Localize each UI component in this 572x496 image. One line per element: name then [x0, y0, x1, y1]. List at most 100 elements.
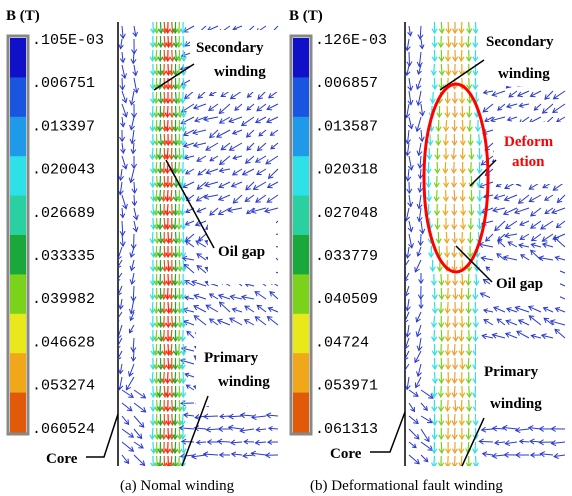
flux-vector-head — [540, 333, 547, 340]
flux-vector — [196, 181, 207, 190]
flux-vector-head — [552, 107, 558, 113]
flux-vector-head — [254, 291, 261, 297]
flux-vector-head — [241, 170, 248, 176]
flux-vector — [159, 77, 162, 90]
flux-vector — [462, 175, 464, 188]
flux-vector — [121, 415, 130, 425]
flux-vector-head — [405, 331, 411, 338]
flux-vector — [209, 293, 219, 300]
flux-vector-head — [458, 98, 466, 105]
flux-vector-head — [538, 439, 544, 446]
flux-vector — [478, 175, 481, 188]
flux-vector — [152, 203, 155, 216]
flux-vector — [182, 257, 195, 261]
flux-vector-head — [452, 56, 459, 63]
flux-vector — [266, 116, 279, 123]
flux-vector-head — [172, 280, 179, 287]
scale-tick-label: .060524 — [32, 421, 95, 438]
flux-vector-head — [193, 315, 200, 321]
flux-vector-head — [427, 140, 434, 147]
flux-vector — [496, 253, 506, 261]
flux-vector — [166, 189, 169, 202]
flux-vector-head — [444, 434, 452, 441]
flux-vector-head — [436, 112, 443, 119]
flux-vector-head — [445, 42, 452, 49]
flux-vector — [246, 142, 255, 151]
flux-vector — [420, 389, 434, 399]
flux-vector — [492, 90, 506, 96]
flux-vector-head — [459, 140, 466, 147]
flux-vector-head — [431, 308, 438, 315]
flux-vector-head — [452, 294, 459, 301]
flux-vector-head — [218, 182, 225, 189]
flux-vector — [415, 376, 422, 388]
flux-vector — [468, 77, 470, 90]
flux-vector-head — [218, 118, 225, 124]
flux-vector — [494, 441, 506, 444]
flux-vector — [416, 116, 422, 132]
flux-vector-head — [240, 120, 247, 127]
flux-vector — [151, 147, 154, 160]
flux-vector-head — [544, 209, 550, 215]
flux-vector — [133, 415, 145, 428]
flux-vector-head — [542, 183, 549, 189]
flux-vector — [155, 245, 158, 258]
flux-vector-head — [123, 419, 130, 426]
flux-vector-head — [514, 452, 521, 459]
flux-vector — [255, 194, 267, 203]
flux-vector — [518, 194, 530, 204]
flux-vector — [461, 119, 464, 132]
flux-vector-head — [518, 102, 524, 108]
flux-vector-head — [459, 280, 466, 287]
flux-vector-head — [442, 140, 449, 147]
flux-vector-head — [517, 319, 524, 325]
flux-vector-head — [168, 154, 175, 161]
primary-label-b-1: Primary — [484, 364, 539, 380]
scale-tick-label: .126E-03 — [315, 32, 387, 49]
flux-vector-head — [450, 168, 457, 175]
flux-vector — [467, 35, 470, 48]
flux-vector — [405, 272, 410, 282]
flux-vector — [406, 324, 410, 337]
flux-vector-head — [180, 196, 187, 203]
flux-vector-head — [266, 439, 273, 445]
flux-vector-head — [407, 165, 414, 171]
flux-vector — [182, 343, 185, 356]
flux-vector-head — [426, 154, 433, 161]
flux-vector-head — [516, 330, 522, 336]
flux-vector — [121, 51, 124, 63]
flux-vector-head — [180, 392, 187, 399]
flux-vector — [229, 142, 243, 151]
flux-vector-head — [184, 295, 190, 301]
flux-vector — [530, 249, 542, 261]
flux-vector — [131, 129, 135, 144]
flux-vector — [159, 22, 162, 34]
flux-vector-head — [436, 266, 443, 273]
flux-vector-head — [417, 240, 424, 247]
flux-vector-head — [130, 356, 137, 362]
flux-vector — [251, 207, 267, 213]
flux-vector-head — [180, 280, 187, 287]
flux-vector — [181, 175, 184, 188]
flux-vector-head — [405, 112, 411, 119]
flux-vector — [482, 453, 494, 456]
flux-vector-head — [176, 448, 183, 455]
flux-vector-head — [118, 384, 124, 391]
flux-vector — [174, 189, 177, 202]
flux-vector-head — [472, 28, 479, 35]
flux-vector-head — [205, 426, 212, 433]
flux-vector — [162, 371, 165, 384]
flux-vector — [444, 161, 447, 174]
scale-tick-label: .061313 — [315, 421, 378, 438]
flux-vector — [419, 25, 422, 39]
flux-vector-head — [118, 279, 121, 282]
flux-vector — [151, 301, 154, 314]
flux-vector-head — [474, 126, 482, 133]
flux-vector — [163, 119, 166, 132]
flux-vector — [219, 301, 231, 313]
flux-vector — [159, 231, 162, 244]
flux-vector-head — [493, 194, 500, 200]
flux-vector-head — [423, 457, 429, 463]
flux-vector — [440, 22, 443, 34]
flux-vector — [515, 428, 530, 432]
